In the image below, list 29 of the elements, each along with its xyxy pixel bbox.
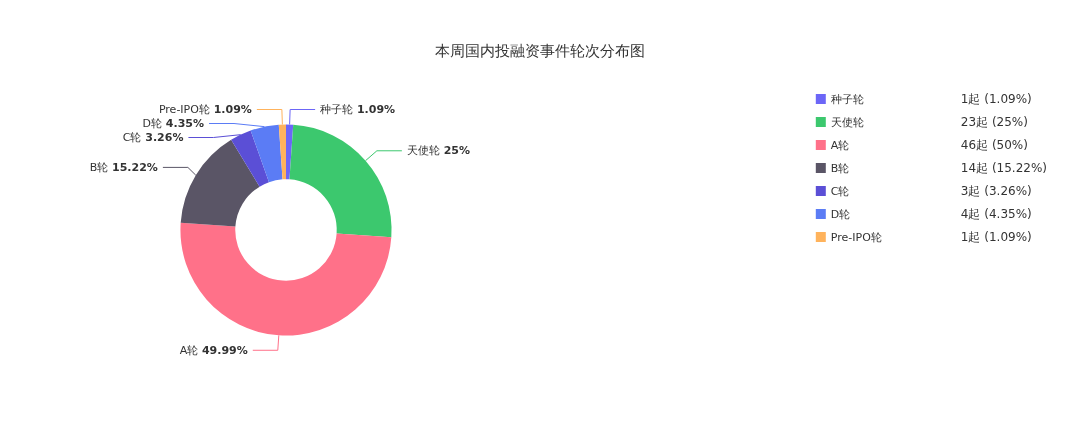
legend-label: D轮: [830, 207, 851, 221]
slice-label: A轮: [179, 343, 199, 357]
slice-label: D轮: [142, 117, 163, 131]
chart-title: 本周国内投融资事件轮次分布图: [435, 41, 645, 60]
text: 14起 (15.22%): [960, 161, 1047, 175]
text: 23起 (25%): [960, 115, 1028, 129]
text: 46起 (50%): [960, 138, 1028, 152]
slice-label: 天使轮: [406, 144, 440, 158]
data-label: 1.09%: [356, 103, 396, 117]
legend-label: C轮: [830, 184, 850, 198]
legend-label: Pre-IPO轮: [830, 230, 882, 244]
legend-label: B轮: [830, 161, 850, 175]
slice-label: Pre-IPO轮: [158, 103, 210, 117]
legend-label: A轮: [830, 138, 850, 152]
data-label: 49.99%: [201, 343, 248, 357]
slice-label: C轮: [122, 131, 142, 145]
legend-label: 天使轮: [830, 115, 864, 129]
slice-label: 种子轮: [320, 103, 354, 117]
data-label: 3.26%: [145, 131, 184, 145]
data-label: 25%: [443, 144, 471, 158]
text: 4起 (4.35%): [960, 207, 1032, 221]
data-label: 1.09%: [213, 103, 252, 117]
slice-label: B轮: [89, 160, 109, 174]
data-label: 4.35%: [165, 117, 205, 131]
text: 1起 (1.09%): [960, 230, 1032, 244]
text: 1起 (1.09%): [960, 92, 1032, 106]
legend-label: 种子轮: [830, 92, 864, 106]
data-label: 15.22%: [112, 160, 158, 174]
text: 3起 (3.26%): [960, 184, 1032, 198]
